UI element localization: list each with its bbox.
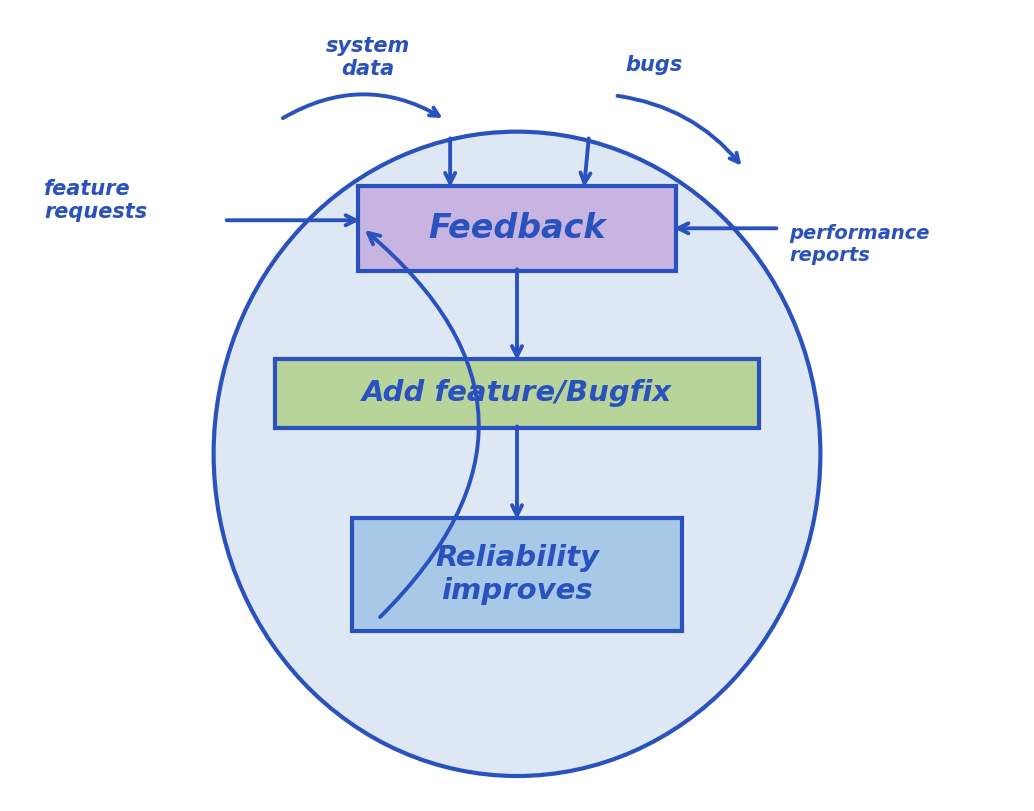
- Text: bugs: bugs: [625, 55, 682, 75]
- FancyBboxPatch shape: [275, 359, 759, 427]
- FancyBboxPatch shape: [353, 518, 681, 631]
- Text: Feedback: Feedback: [428, 212, 606, 245]
- Text: Add feature/Bugfix: Add feature/Bugfix: [362, 380, 672, 407]
- Text: system
data: system data: [326, 36, 410, 79]
- Text: feature
requests: feature requests: [43, 178, 147, 221]
- Ellipse shape: [214, 131, 820, 776]
- Text: performance
reports: performance reports: [790, 224, 930, 265]
- FancyBboxPatch shape: [358, 186, 676, 271]
- Text: Reliability
improves: Reliability improves: [435, 544, 599, 605]
